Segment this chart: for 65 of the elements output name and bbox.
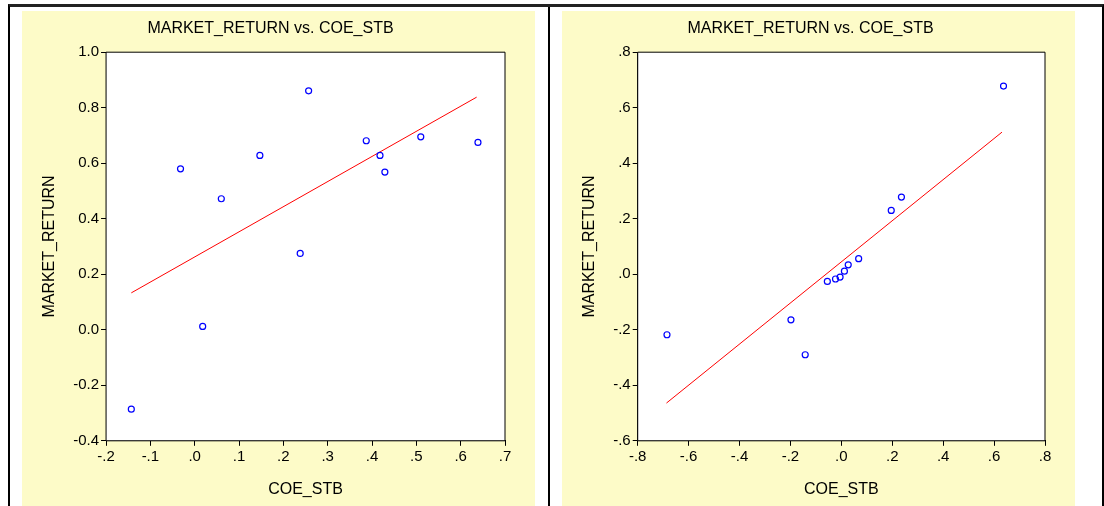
point	[787, 316, 795, 324]
y-tick-label: -.4	[613, 375, 631, 393]
point	[836, 273, 844, 281]
point	[844, 261, 852, 269]
y-axis-title: MARKET_RETURN	[580, 175, 599, 318]
point	[823, 277, 831, 286]
x-axis-title: COE_STB	[804, 479, 879, 498]
y-tick-label: .2	[618, 208, 631, 226]
point	[362, 137, 370, 145]
y-tick-label: 0.8	[78, 97, 100, 115]
x-tick-label: .2	[886, 446, 899, 464]
x-tick-label: .3	[321, 446, 334, 464]
x-tick-label: .0	[835, 446, 848, 464]
y-tick-label: .4	[618, 153, 631, 171]
x-tick-label: .6	[454, 446, 467, 464]
point	[474, 138, 482, 147]
y-tick-label: 1.0	[78, 42, 100, 60]
x-tick-label: .1	[232, 446, 246, 464]
x-tick-label: -.2	[781, 446, 800, 464]
point	[897, 193, 906, 201]
point	[417, 133, 425, 141]
y-tick-label: -.6	[613, 430, 631, 448]
x-tick-label: .4	[936, 446, 950, 464]
point	[376, 151, 384, 160]
x-tick-label: -.6	[679, 446, 698, 464]
x-tick-label: .4	[365, 446, 379, 464]
point	[256, 151, 264, 160]
x-tick-label: .7	[498, 446, 512, 464]
point	[199, 322, 207, 331]
y-tick-label: 0.2	[78, 264, 100, 282]
y-tick-label: .0	[618, 264, 631, 282]
point	[305, 87, 313, 95]
point	[855, 255, 863, 263]
y-tick-label: 0.0	[78, 319, 100, 337]
y-axis-title: MARKET_RETURN	[40, 175, 59, 318]
point	[663, 331, 671, 339]
x-tick-label: .0	[188, 446, 201, 464]
point	[176, 165, 185, 173]
point	[296, 249, 304, 258]
chart-title: MARKET_RETURN vs. COE_STB	[147, 19, 394, 38]
x-tick-label: -.1	[141, 446, 160, 464]
point	[127, 405, 135, 413]
x-tick-label: .6	[987, 446, 1001, 464]
x-tick-label: -.2	[97, 446, 115, 464]
y-tick-label: .6	[618, 97, 631, 115]
x-axis-title: COE_STB	[268, 479, 343, 498]
point	[999, 82, 1008, 90]
y-tick-label: -0.2	[73, 375, 100, 393]
point	[887, 206, 895, 215]
y-tick-label: -0.4	[73, 430, 100, 448]
x-tick-label: -.4	[730, 446, 749, 464]
x-tick-label: .8	[1038, 446, 1052, 464]
y-tick-label: -.2	[613, 319, 631, 337]
y-tick-label: 0.4	[78, 208, 100, 226]
x-tick-label: -.8	[628, 446, 647, 464]
point	[840, 267, 849, 275]
x-tick-label: .2	[277, 446, 290, 464]
y-tick-label: .8	[618, 42, 631, 60]
point	[381, 168, 389, 176]
point	[217, 195, 225, 203]
x-tick-label: .5	[410, 446, 423, 464]
point	[801, 351, 809, 359]
point	[831, 275, 840, 283]
chart-title: MARKET_RETURN vs. COE_STB	[687, 19, 934, 38]
y-tick-label: 0.6	[78, 153, 100, 171]
